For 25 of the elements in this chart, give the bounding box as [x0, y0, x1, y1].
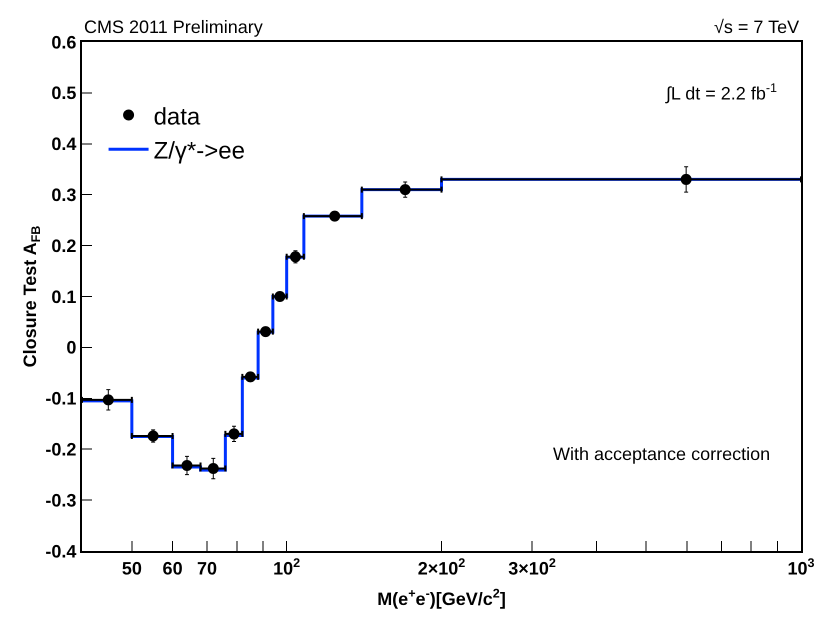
y-tick-label: 0.3 [51, 185, 76, 205]
y-tick-label: -0.4 [45, 541, 76, 562]
y-tick-label: -0.3 [45, 490, 76, 510]
x-tick-label: 70 [196, 558, 218, 579]
y-tick-label: 0.1 [51, 286, 76, 307]
y-tick-label: 0.4 [51, 134, 76, 154]
y-tick-label: -0.1 [45, 388, 76, 409]
annotation: With acceptance correction [553, 444, 770, 464]
x-tick-label: 10$^{2}$ [273, 556, 300, 579]
annotation: ∫L dt = 2.2 fb$^{-1}$ [665, 81, 778, 104]
y-tick-label: -0.2 [45, 440, 76, 460]
text: CMS 2011 Preliminary [84, 17, 263, 37]
x-tick-label: 2×10$^{2}$ [418, 556, 466, 579]
x-tick-label: 3×10$^{2}$ [508, 556, 556, 579]
legend-label: data [154, 103, 201, 130]
x-axis-title: M(e$^{+}$e$^{-}$)[GeV/c$^{2}$] [377, 586, 506, 610]
x-tick-label: 50 [122, 558, 142, 579]
y-tick-label: 0.2 [51, 236, 76, 256]
x-tick-label: 60 [162, 558, 183, 579]
legend-label: Z/γ*->ee [154, 138, 245, 165]
text: √s = 7 TeV [714, 17, 800, 37]
y-tick-label: 0.5 [51, 83, 76, 104]
y-tick-label: 0.6 [51, 32, 76, 52]
x-tick-label: 10$^{3}$ [787, 556, 815, 579]
y-tick-label: 0 [66, 338, 76, 358]
